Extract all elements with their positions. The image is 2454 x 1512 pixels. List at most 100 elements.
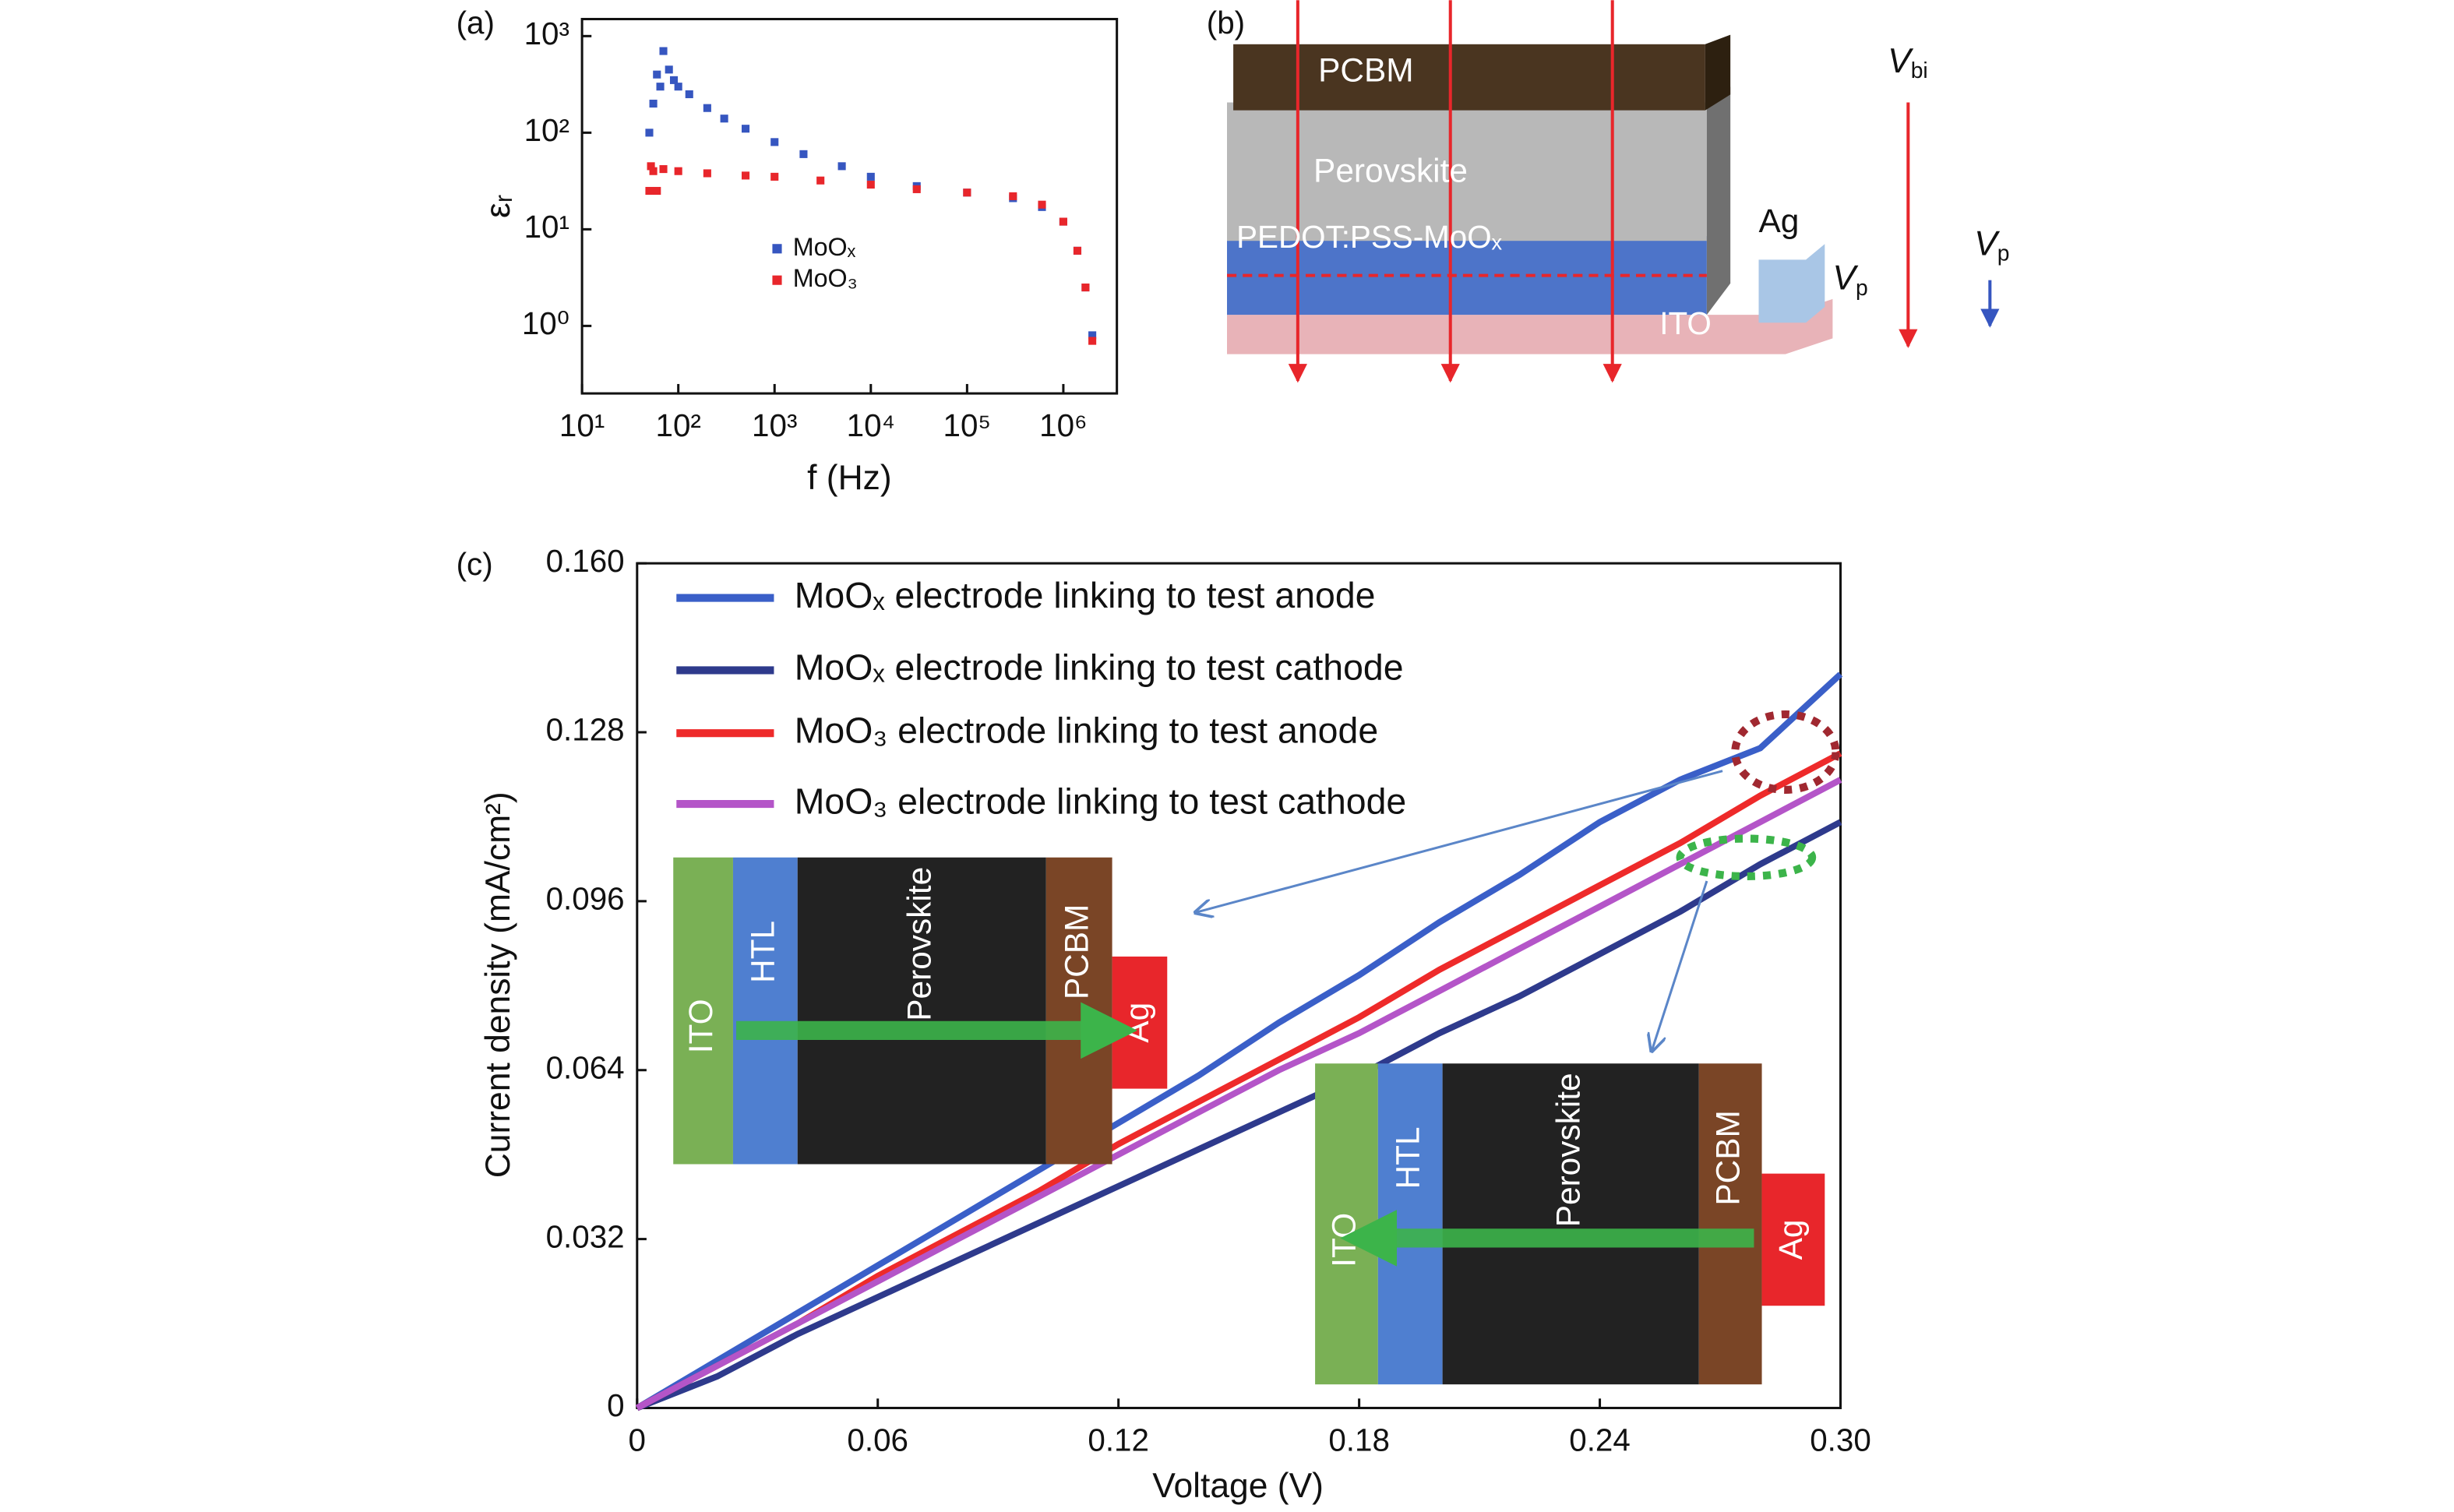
x-axis-label: f (Hz) [807, 459, 892, 497]
series-line [635, 777, 1842, 1412]
x-tick-label: 0.06 [847, 1422, 908, 1458]
point [866, 180, 875, 189]
point [837, 162, 846, 171]
x-tick-label: 0 [629, 1422, 646, 1458]
inset-layer-label: HTL [745, 921, 781, 983]
x-tick-label: 10⁶ [1039, 407, 1088, 443]
layer-label: Perovskite [1313, 153, 1468, 189]
x-tick-label: 0.12 [1088, 1422, 1149, 1458]
inset-layer-label: PCBM [1709, 1110, 1746, 1205]
layer-label: PCBM [1318, 51, 1413, 88]
y-tick-label: 0.096 [546, 881, 625, 917]
inset-layer [1698, 1063, 1762, 1385]
pcbm-side [1705, 34, 1731, 111]
inset-layer [732, 857, 798, 1165]
panel-label: (c) [457, 546, 493, 582]
point [669, 76, 679, 84]
x-tick-label: 10² [655, 407, 700, 443]
point [741, 171, 750, 180]
vp-label: Vp [1974, 224, 2009, 266]
point [674, 83, 682, 91]
panel-label: (b) [1207, 5, 1245, 41]
point [770, 172, 779, 181]
y-tick-label: 0.160 [546, 543, 625, 579]
point [866, 172, 875, 181]
y-tick-label: 10² [524, 112, 569, 148]
device-inset: ITO HTL Perovskite PCBM Ag [1315, 1063, 1825, 1385]
series-line [635, 671, 1843, 1411]
vbi-label: Vbi [1888, 42, 1928, 83]
inset-layer-label: ITO [1326, 1213, 1363, 1267]
point [1088, 337, 1097, 345]
point [649, 167, 658, 175]
x-tick-label: 10³ [752, 407, 797, 443]
y-axis-label: εᵣ [479, 195, 517, 218]
legend-label: MoOₓ [793, 233, 856, 261]
legend-label: MoOₓ electrode linking to test cathode [795, 647, 1404, 688]
point [659, 165, 668, 174]
legend-marker [772, 275, 782, 285]
y-tick-label: 0.064 [546, 1049, 625, 1085]
point [645, 129, 654, 137]
plot-frame [636, 562, 1842, 1409]
layer-label: ITO [1659, 305, 1712, 341]
inset-layer [1442, 1063, 1699, 1385]
chart-line: 0 0.06 0.12 0.18 0.24 0.30 0 0.032 0.064 0.096 0.1… [457, 543, 1871, 1505]
inset-layer-label: Perovskite [1550, 1073, 1586, 1227]
inset-layer [1761, 1173, 1825, 1306]
inset-layer-label: HTL [1389, 1126, 1426, 1189]
v: V [1974, 224, 2001, 263]
point [703, 169, 711, 178]
point [656, 83, 665, 91]
x-axis-label: Voltage (V) [1152, 1467, 1324, 1505]
highlight [1731, 710, 1840, 794]
y-tick-label: 10⁰ [522, 305, 569, 341]
inset-layer-label: ITO [682, 999, 719, 1053]
x-tick-label: 0.24 [1569, 1422, 1631, 1458]
series-line [636, 819, 1842, 1412]
point [1059, 217, 1067, 226]
point [1038, 200, 1046, 209]
y-axis-label: Current density (mA/cm²) [479, 791, 517, 1178]
point [770, 138, 779, 146]
inset-layer-label: PCBM [1058, 904, 1095, 999]
legend-label: MoO₃ [793, 264, 858, 292]
inset-layer [797, 857, 1046, 1165]
point [647, 162, 655, 171]
point [685, 90, 693, 99]
v: V [1832, 259, 1859, 297]
legend-label: MoO₃ electrode linking to test anode [795, 710, 1378, 750]
x-tick-label: 0.30 [1810, 1422, 1871, 1458]
point [659, 47, 668, 55]
layer-label: PEDOT:PSS-MoOₓ [1236, 219, 1503, 255]
point [1088, 331, 1097, 340]
point [645, 186, 654, 196]
point [653, 70, 661, 79]
y-tick-label: 0.128 [546, 712, 625, 748]
device-inset: ITO HTL Perovskite PCBM Ag [673, 857, 1168, 1165]
perovskite-layer [1227, 102, 1707, 241]
x-tick-label: 0.18 [1328, 1422, 1390, 1458]
layer-label: Ag [1758, 203, 1799, 239]
device-diagram: (b) PCBM Perovskite PEDOT:PSS-MoOₓ ITO A… [1207, 0, 2009, 383]
point [649, 99, 658, 108]
vp-label: Vp [1832, 259, 1867, 300]
v: V [1888, 42, 1914, 80]
point [963, 189, 971, 197]
point [1073, 246, 1082, 255]
plot-frame [580, 17, 1119, 395]
inset-layer-label: Perovskite [901, 867, 937, 1021]
inset-layer [673, 857, 733, 1165]
ito-layer [1227, 298, 1833, 354]
y-tick-label: 10³ [524, 16, 569, 51]
inset-layer-label: Ag [1772, 1219, 1809, 1260]
legend-marker [772, 244, 782, 254]
legend-label: MoO₃ electrode linking to test cathode [795, 781, 1407, 821]
inset-layer [1377, 1063, 1443, 1385]
point [816, 176, 825, 185]
point [1009, 192, 1017, 200]
x-tick-label: 10¹ [559, 407, 605, 443]
point [741, 125, 750, 133]
point [720, 115, 728, 123]
